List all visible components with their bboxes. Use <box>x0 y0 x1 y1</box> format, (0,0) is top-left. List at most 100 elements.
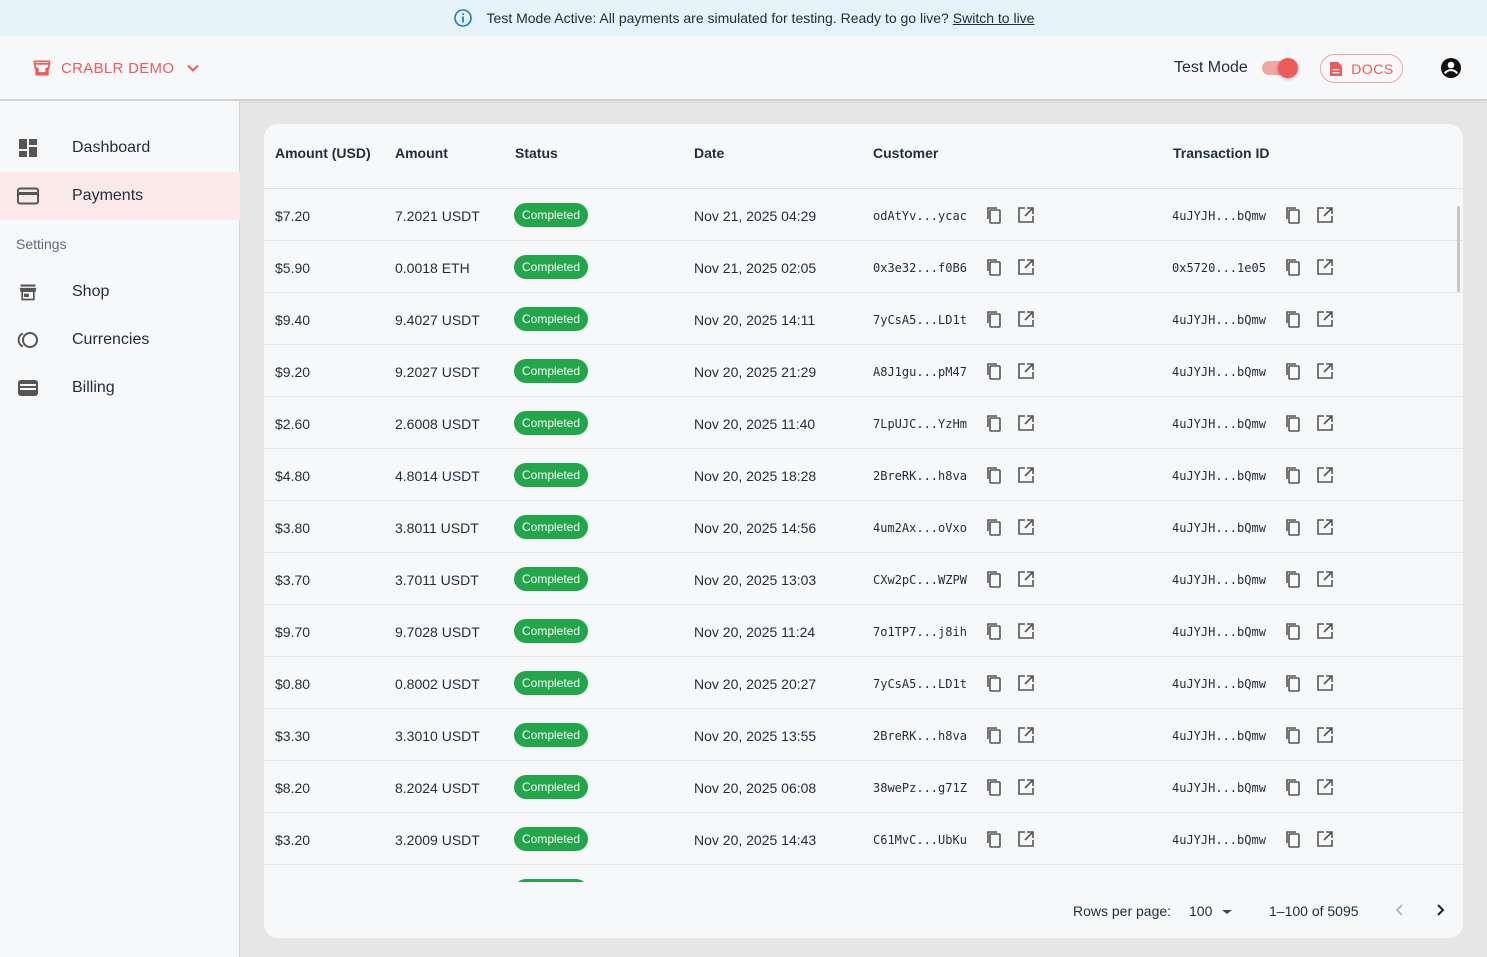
copy-icon[interactable] <box>984 257 1004 277</box>
copy-icon[interactable] <box>1283 621 1303 641</box>
copy-icon[interactable] <box>984 517 1004 537</box>
copy-icon[interactable] <box>984 465 1004 485</box>
open-external-icon[interactable] <box>1315 569 1335 589</box>
switch-to-live-link[interactable]: Switch to live <box>952 10 1035 26</box>
sidebar-item-payments[interactable]: Payments <box>0 172 240 220</box>
open-external-icon[interactable] <box>1016 465 1036 485</box>
amount-cell: 4.8014 USDT <box>395 468 480 484</box>
amount-cell: 3.2009 USDT <box>395 832 480 848</box>
copy-icon[interactable] <box>1283 205 1303 225</box>
open-external-icon[interactable] <box>1016 361 1036 381</box>
table-row[interactable]: $3.70 3.7011 USDT Completed Nov 20, 2025 13… <box>264 553 1463 605</box>
copy-icon[interactable] <box>1283 257 1303 277</box>
column-header-date[interactable]: Date <box>694 145 725 161</box>
copy-icon[interactable] <box>984 777 1004 797</box>
scrollbar[interactable] <box>1457 206 1460 292</box>
column-header-transaction-id[interactable]: Transaction ID <box>1173 145 1270 161</box>
test-mode-toggle[interactable] <box>1260 57 1300 79</box>
next-page-button[interactable] <box>1428 898 1452 922</box>
table-row[interactable]: $2.60 2.6008 USDT Completed Nov 20, 2025 11… <box>264 397 1463 449</box>
date-cell: Nov 21, 2025 02:05 <box>694 260 817 276</box>
rows-per-page-select[interactable]: 100 <box>1189 901 1235 921</box>
copy-icon[interactable] <box>1283 725 1303 745</box>
open-external-icon[interactable] <box>1315 257 1335 277</box>
open-external-icon[interactable] <box>1016 413 1036 433</box>
pagination-range: 1–100 of 5095 <box>1269 903 1359 919</box>
table-row[interactable]: Completed <box>264 865 1463 882</box>
open-external-icon[interactable] <box>1315 517 1335 537</box>
table-row[interactable]: $3.20 3.2009 USDT Completed Nov 20, 2025 14… <box>264 813 1463 865</box>
open-external-icon[interactable] <box>1016 517 1036 537</box>
table-row[interactable]: $9.40 9.4027 USDT Completed Nov 20, 2025 14… <box>264 293 1463 345</box>
sidebar-item-billing[interactable]: Billing <box>0 364 240 412</box>
copy-icon[interactable] <box>984 725 1004 745</box>
open-external-icon[interactable] <box>1315 829 1335 849</box>
docs-button[interactable]: DOCS <box>1320 54 1403 83</box>
status-badge: Completed <box>514 619 589 643</box>
open-external-icon[interactable] <box>1016 205 1036 225</box>
column-header-customer[interactable]: Customer <box>873 145 939 161</box>
open-external-icon[interactable] <box>1016 829 1036 849</box>
copy-icon[interactable] <box>984 569 1004 589</box>
open-external-icon[interactable] <box>1315 673 1335 693</box>
copy-icon[interactable] <box>984 361 1004 381</box>
copy-icon[interactable] <box>1283 465 1303 485</box>
open-external-icon[interactable] <box>1016 621 1036 641</box>
top-header: CRABLR DEMO Test Mode DOCS <box>0 36 1487 100</box>
shop-switcher[interactable]: CRABLR DEMO <box>32 58 202 78</box>
open-external-icon[interactable] <box>1016 569 1036 589</box>
table-row[interactable]: $5.90 0.0018 ETH Completed Nov 21, 2025 02:… <box>264 241 1463 293</box>
copy-icon[interactable] <box>1283 777 1303 797</box>
sidebar-item-dashboard[interactable]: Dashboard <box>0 124 240 172</box>
previous-page-button[interactable] <box>1388 898 1412 922</box>
copy-icon[interactable] <box>984 621 1004 641</box>
open-external-icon[interactable] <box>1016 777 1036 797</box>
table-row[interactable]: $7.20 7.2021 USDT Completed Nov 21, 2025 04… <box>264 189 1463 241</box>
copy-icon[interactable] <box>984 309 1004 329</box>
date-cell: Nov 20, 2025 13:03 <box>694 572 817 588</box>
copy-icon[interactable] <box>1283 517 1303 537</box>
status-badge: Completed <box>514 567 589 591</box>
table-row[interactable]: $3.30 3.3010 USDT Completed Nov 20, 2025 13… <box>264 709 1463 761</box>
column-header-status[interactable]: Status <box>515 145 558 161</box>
copy-icon[interactable] <box>984 829 1004 849</box>
open-external-icon[interactable] <box>1315 413 1335 433</box>
column-header-amount[interactable]: Amount <box>395 145 448 161</box>
table-row[interactable]: $9.70 9.7028 USDT Completed Nov 20, 2025 11… <box>264 605 1463 657</box>
open-external-icon[interactable] <box>1016 309 1036 329</box>
copy-icon[interactable] <box>1283 309 1303 329</box>
sidebar-item-currencies[interactable]: Currencies <box>0 316 240 364</box>
sidebar-item-shop[interactable]: Shop <box>0 268 240 316</box>
copy-icon[interactable] <box>1283 673 1303 693</box>
open-external-icon[interactable] <box>1315 777 1335 797</box>
status-badge: Completed <box>514 515 589 539</box>
test-mode-label: Test Mode <box>1174 59 1248 76</box>
transaction-id-cell: 4uJYJH...bQmw <box>1172 729 1266 743</box>
copy-icon[interactable] <box>984 413 1004 433</box>
account-icon[interactable] <box>1439 56 1463 80</box>
transaction-id-cell: 4uJYJH...bQmw <box>1172 313 1266 327</box>
column-header-amount-usd[interactable]: Amount (USD) <box>275 145 371 161</box>
table-row[interactable]: $8.20 8.2024 USDT Completed Nov 20, 2025 06… <box>264 761 1463 813</box>
copy-icon[interactable] <box>1283 829 1303 849</box>
copy-icon[interactable] <box>1283 361 1303 381</box>
open-external-icon[interactable] <box>1016 257 1036 277</box>
date-cell: Nov 21, 2025 04:29 <box>694 208 817 224</box>
open-external-icon[interactable] <box>1315 205 1335 225</box>
table-row[interactable]: $9.20 9.2027 USDT Completed Nov 20, 2025 21… <box>264 345 1463 397</box>
open-external-icon[interactable] <box>1315 465 1335 485</box>
copy-icon[interactable] <box>984 205 1004 225</box>
open-external-icon[interactable] <box>1016 725 1036 745</box>
open-external-icon[interactable] <box>1016 673 1036 693</box>
table-row[interactable]: $0.80 0.8002 USDT Completed Nov 20, 2025 20… <box>264 657 1463 709</box>
table-row[interactable]: $4.80 4.8014 USDT Completed Nov 20, 2025 18… <box>264 449 1463 501</box>
open-external-icon[interactable] <box>1315 361 1335 381</box>
table-row[interactable]: $3.80 3.8011 USDT Completed Nov 20, 2025 14… <box>264 501 1463 553</box>
copy-icon[interactable] <box>984 673 1004 693</box>
open-external-icon[interactable] <box>1315 621 1335 641</box>
copy-icon[interactable] <box>1283 413 1303 433</box>
copy-icon[interactable] <box>1283 569 1303 589</box>
open-external-icon[interactable] <box>1315 725 1335 745</box>
customer-cell: odAtYv...ycac <box>873 209 967 223</box>
open-external-icon[interactable] <box>1315 309 1335 329</box>
